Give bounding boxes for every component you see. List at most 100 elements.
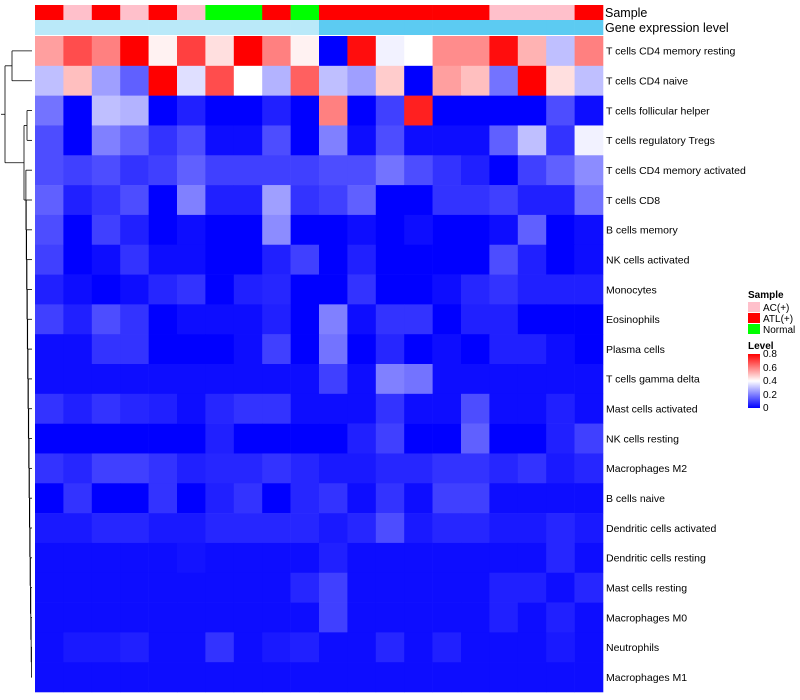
heatmap-cell <box>489 513 519 544</box>
heatmap-cell <box>63 95 93 126</box>
heatmap-cell <box>63 185 93 216</box>
heatmap-cell <box>91 244 121 275</box>
heatmap-cell <box>347 125 377 156</box>
heatmap-cell <box>517 214 547 246</box>
legend-level-tick: 0.4 <box>763 376 777 387</box>
heatmap-cell <box>375 513 405 544</box>
heatmap-cell <box>347 572 377 603</box>
heatmap-cell <box>546 632 575 663</box>
heatmap-cell <box>432 214 462 246</box>
expression-annotation-cell <box>148 20 178 35</box>
heatmap-cell <box>517 244 547 275</box>
heatmap-cell <box>120 662 149 693</box>
heatmap-cell <box>35 393 64 424</box>
heatmap-cell <box>35 662 64 693</box>
heatmap-cell <box>347 602 377 633</box>
heatmap-cell <box>461 214 490 246</box>
expression-annotation-cell <box>35 20 64 35</box>
heatmap-cell <box>233 453 263 484</box>
heatmap-cell <box>517 304 547 335</box>
sample-annotation-cell <box>375 5 405 20</box>
heatmap-cell <box>461 393 490 424</box>
heatmap-cell <box>404 185 433 216</box>
expression-annotation-cell <box>205 20 235 35</box>
heatmap-cell <box>148 602 178 633</box>
heatmap-cell <box>63 453 93 484</box>
heatmap-cell <box>319 304 348 335</box>
legend-level-tick: 0.6 <box>763 363 777 374</box>
heatmap-cell <box>489 244 519 275</box>
heatmap-cell <box>347 542 377 574</box>
heatmap-cell <box>233 483 263 514</box>
heatmap-cell <box>233 632 263 663</box>
heatmap-cell <box>148 274 178 305</box>
heatmap-cell <box>319 632 348 663</box>
heatmap-cell <box>233 542 263 574</box>
row-label: Dendritic cells activated <box>606 523 716 535</box>
heatmap-cell <box>432 513 462 544</box>
heatmap-cell <box>319 36 348 67</box>
sample-annotation-cell <box>404 5 433 20</box>
heatmap-cell <box>177 65 206 96</box>
heatmap-cell <box>489 185 519 216</box>
heatmap-cell <box>461 423 490 454</box>
heatmap-cell <box>205 572 235 603</box>
heatmap-cell <box>347 334 377 365</box>
heatmap-cell <box>489 155 519 186</box>
heatmap-cell <box>35 214 64 246</box>
heatmap-cell <box>517 542 547 574</box>
heatmap-cell <box>233 662 263 693</box>
heatmap-cell <box>461 602 490 633</box>
heatmap-cell <box>233 274 263 305</box>
sample-annotation-cell <box>35 5 64 20</box>
heatmap-cell <box>290 95 320 126</box>
heatmap-cell <box>148 244 178 275</box>
heatmap-cell <box>432 423 462 454</box>
heatmap-cell <box>120 244 149 275</box>
heatmap-cell <box>574 125 604 156</box>
heatmap-cell <box>461 65 490 96</box>
heatmap-cell <box>63 214 93 246</box>
heatmap-cell <box>233 36 263 67</box>
row-label: B cells naive <box>606 493 665 505</box>
heatmap-cell <box>91 542 121 574</box>
heatmap-cell <box>91 36 121 67</box>
heatmap-cell <box>290 483 320 514</box>
heatmap-cell <box>120 572 149 603</box>
heatmap-cell <box>148 185 178 216</box>
heatmap-cell <box>63 602 93 633</box>
heatmap-cell <box>574 453 604 484</box>
sample-annotation-cell <box>148 5 178 20</box>
heatmap-cell <box>290 423 320 454</box>
heatmap-cell <box>205 542 235 574</box>
heatmap-cell <box>574 542 604 574</box>
heatmap-cell <box>574 483 604 514</box>
heatmap-cell <box>375 304 405 335</box>
heatmap-cell <box>347 274 377 305</box>
heatmap-cell <box>489 602 519 633</box>
heatmap-cell <box>148 334 178 365</box>
heatmap-cell <box>148 125 178 156</box>
heatmap-cell <box>404 36 433 67</box>
heatmap-cell <box>347 214 377 246</box>
heatmap-cell <box>262 662 291 693</box>
heatmap-cell <box>461 95 490 126</box>
heatmap-cell <box>375 244 405 275</box>
expression-annotation-cell <box>262 20 291 35</box>
heatmap-cell <box>290 334 320 365</box>
row-label: Eosinophils <box>606 314 660 326</box>
heatmap-cell <box>233 244 263 275</box>
heatmap-cell <box>489 36 519 67</box>
heatmap-cell <box>574 304 604 335</box>
heatmap-cell <box>546 214 575 246</box>
heatmap-cell <box>35 453 64 484</box>
heatmap-cell <box>290 572 320 603</box>
heatmap-cell <box>489 542 519 574</box>
heatmap-cell <box>404 95 433 126</box>
heatmap-cell <box>290 125 320 156</box>
heatmap-cell <box>574 423 604 454</box>
heatmap-cell <box>432 36 462 67</box>
heatmap-cell <box>120 602 149 633</box>
heatmap-cell <box>63 542 93 574</box>
heatmap-cell <box>205 155 235 186</box>
